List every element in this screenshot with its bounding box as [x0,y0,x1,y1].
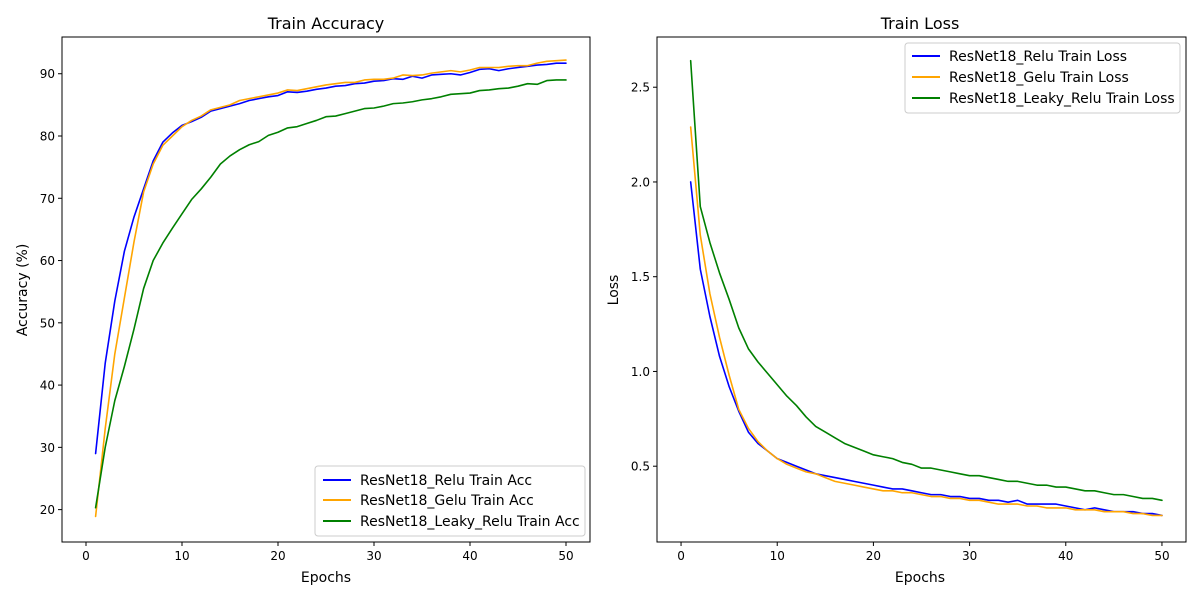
accuracy-series-line-relu [94,62,567,455]
loss-series-line-gelu [689,126,1163,517]
accuracy-legend-label-relu: ResNet18_Relu Train Acc [360,473,532,489]
accuracy-legend-label-leaky-relu: ResNet18_Leaky_Relu Train Acc [360,514,580,530]
accuracy-x-tick-label: 20 [270,549,285,563]
accuracy-plot-area [94,59,567,518]
accuracy-x-tick-label: 30 [366,549,381,563]
accuracy-axes: 0 10 20 30 40 50 20 30 40 50 60 70 80 90 [40,67,574,563]
accuracy-legend: ResNet18_Relu Train Acc ResNet18_Gelu Tr… [314,465,586,537]
accuracy-y-tick-label: 70 [40,192,55,206]
loss-axes: 0 10 20 30 40 50 0.5 1.0 1.5 2.0 2.5 [631,81,1170,563]
accuracy-x-tick-label: 50 [558,549,573,563]
loss-y-tick-label: 1.0 [631,365,650,379]
accuracy-series-line-gelu [94,59,567,518]
accuracy-chart: Train Accuracy Epochs Accuracy (%) 0 10 20… [15,14,591,586]
accuracy-x-tick-label: 40 [462,549,477,563]
loss-legend-box [904,42,1181,114]
accuracy-x-axis-label: Epochs [301,570,351,586]
loss-y-tick-label: 2.5 [631,81,650,95]
accuracy-y-tick-label: 40 [40,379,55,393]
loss-legend-label-gelu: ResNet18_Gelu Train Loss [949,70,1129,86]
loss-series-line-leaky-relu [689,59,1163,502]
accuracy-y-axis-label: Accuracy (%) [15,244,31,337]
loss-chart-title: Train Loss [880,14,960,33]
loss-legend: ResNet18_Relu Train Loss ResNet18_Gelu T… [904,42,1181,114]
loss-x-tick-label: 10 [770,549,785,563]
loss-plot-frame [656,36,1187,543]
accuracy-y-tick-label: 80 [40,130,55,144]
accuracy-chart-title: Train Accuracy [267,14,385,33]
loss-x-tick-label: 40 [1058,549,1073,563]
accuracy-y-tick-label: 90 [40,67,55,81]
loss-x-tick-label: 0 [677,549,685,563]
loss-y-tick-label: 1.5 [631,270,650,284]
accuracy-y-tick-label: 30 [40,441,55,455]
accuracy-series-line-leaky-relu [94,79,567,509]
accuracy-y-tick-label: 50 [40,316,55,330]
loss-chart: Train Loss Epochs Loss 0 10 20 30 40 50 0.5 1.0… [606,14,1187,586]
accuracy-legend-label-gelu: ResNet18_Gelu Train Acc [360,493,534,509]
accuracy-x-tick-label: 0 [82,549,90,563]
loss-plot-area [689,59,1163,517]
loss-y-tick-label: 2.0 [631,175,650,189]
accuracy-x-tick-label: 10 [174,549,189,563]
accuracy-legend-box [314,465,586,537]
loss-y-tick-label: 0.5 [631,460,650,474]
loss-x-tick-label: 20 [866,549,881,563]
loss-legend-label-relu: ResNet18_Relu Train Loss [949,49,1127,65]
accuracy-plot-frame [61,36,591,543]
loss-legend-label-leaky-relu: ResNet18_Leaky_Relu Train Loss [949,91,1175,107]
loss-x-tick-label: 50 [1154,549,1169,563]
loss-x-tick-label: 30 [962,549,977,563]
accuracy-y-tick-label: 20 [40,503,55,517]
accuracy-y-tick-label: 60 [40,254,55,268]
loss-y-axis-label: Loss [606,275,622,306]
loss-x-axis-label: Epochs [895,570,945,586]
